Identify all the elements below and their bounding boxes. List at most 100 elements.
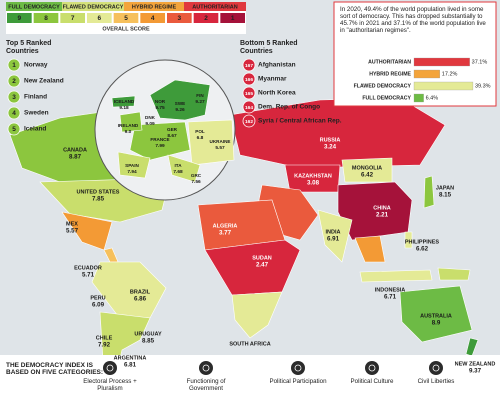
rank-number: 1 xyxy=(12,62,16,69)
rank-badge xyxy=(242,72,256,86)
country-label: NEW ZEALAND xyxy=(455,361,496,367)
country-score: 9.0 xyxy=(125,129,132,135)
bar xyxy=(413,69,440,79)
country-label: NOR xyxy=(155,99,166,104)
japan xyxy=(423,175,435,209)
central-africa xyxy=(204,239,301,296)
country-label: RUSSIA xyxy=(320,137,341,143)
country-score: 7.94 xyxy=(127,169,137,175)
country-score: 3.24 xyxy=(324,144,337,151)
rank-number: 165 xyxy=(245,91,253,97)
country-score: 9.37 xyxy=(469,368,482,375)
country-label: POL xyxy=(195,129,205,134)
rank-badge xyxy=(242,114,256,128)
country-score: 6.91 xyxy=(327,236,340,243)
eastern-europe xyxy=(187,119,235,166)
country-label: ALGERIA xyxy=(213,223,238,229)
bar-value-label: 6.4% xyxy=(426,95,439,101)
country-score: 6.8 xyxy=(197,135,204,141)
iberia xyxy=(117,151,151,179)
bar-label: HYBRID REGIME xyxy=(369,71,411,77)
category-icon-glyph xyxy=(202,364,210,372)
rank-badge xyxy=(7,90,21,104)
italy-greece xyxy=(167,154,201,183)
rank-badge xyxy=(242,100,256,114)
score-label: 3 xyxy=(178,15,182,22)
score-label: 8 xyxy=(44,15,48,22)
bar xyxy=(413,81,474,91)
rank-number: 2 xyxy=(12,78,16,85)
country-score: 8.87 xyxy=(69,154,82,161)
country-label: SWE xyxy=(175,101,185,106)
country-score: 9.09 xyxy=(145,121,155,127)
rank-number: 166 xyxy=(245,77,253,83)
country-name: Myanmar xyxy=(258,76,287,83)
country-label: SPAIN xyxy=(125,163,139,168)
category-icon xyxy=(365,361,379,375)
category-icon xyxy=(103,361,117,375)
country-score: 6.42 xyxy=(361,172,374,179)
score-label: 2 xyxy=(204,15,208,22)
country-label: MEX xyxy=(66,221,78,227)
country-score: 3.08 xyxy=(307,180,320,187)
bar-label: FLAWED DEMOCRACY xyxy=(354,83,412,89)
bar-value-label: 39.3% xyxy=(475,83,491,89)
country-name: New Zealand xyxy=(24,78,64,85)
russia xyxy=(229,97,446,169)
country-score: 8.9 xyxy=(432,320,441,327)
country-score: 8.85 xyxy=(142,338,155,345)
country-name: Syria / Central African Rep. xyxy=(258,118,342,125)
bar-label: FULL DEMOCRACY xyxy=(362,95,411,101)
legend-label: FULL DEMOCRACY xyxy=(8,4,60,10)
country-name: Dem. Rep. of Congo xyxy=(258,104,320,111)
score-label: 9 xyxy=(18,15,22,22)
country-label: GER xyxy=(167,127,178,132)
category-icon xyxy=(429,361,443,375)
europe-inset xyxy=(94,59,236,201)
top5-title: Top 5 Ranked Countries xyxy=(6,40,52,56)
category-icon-glyph xyxy=(432,364,440,372)
rank-badge xyxy=(7,58,21,72)
category-label: Political Culture xyxy=(350,378,394,385)
country-label: UNITED STATES xyxy=(77,189,120,195)
score-box xyxy=(113,13,139,23)
country-score: 7.68 xyxy=(173,169,183,175)
country-name: Sweden xyxy=(24,110,49,117)
australia xyxy=(399,285,473,343)
southern-africa xyxy=(231,291,283,339)
country-score: 9.18 xyxy=(119,105,129,111)
country-score: 9.26 xyxy=(175,107,185,113)
western-europe xyxy=(129,121,191,161)
country-label: ECUADOR xyxy=(74,265,102,271)
rank-badge xyxy=(7,74,21,88)
country-score: 6.62 xyxy=(416,246,429,253)
rank-badge xyxy=(242,58,256,72)
legend-swatch xyxy=(6,2,62,11)
country-score: 8.15 xyxy=(439,192,452,199)
legend-swatch xyxy=(184,2,246,11)
score-label: 4 xyxy=(151,15,155,22)
country-label: CHINA xyxy=(373,205,390,211)
philippines xyxy=(404,231,413,249)
country-label: SUDAN xyxy=(252,255,272,261)
country-score: 2.21 xyxy=(376,212,389,219)
country-score: 9.75 xyxy=(155,105,165,111)
country-label: KAZAKHSTAN xyxy=(294,173,332,179)
country-label: GRC xyxy=(191,173,202,178)
category-label: Functioning of Government xyxy=(186,378,226,393)
country-label: INDONESIA xyxy=(375,287,406,293)
country-name: North Korea xyxy=(258,90,296,97)
country-score: 6.71 xyxy=(384,294,397,301)
country-label: MONGOLIA xyxy=(352,165,382,171)
rank-number: 4 xyxy=(12,110,16,117)
score-box xyxy=(60,13,85,23)
central-america xyxy=(103,247,119,263)
indonesia xyxy=(359,269,433,283)
country-label: BRAZIL xyxy=(130,289,151,295)
scale-title: OVERALL SCORE xyxy=(102,26,150,32)
rank-badge xyxy=(242,86,256,100)
rank-number: 164 xyxy=(245,105,253,111)
score-box xyxy=(220,13,245,23)
